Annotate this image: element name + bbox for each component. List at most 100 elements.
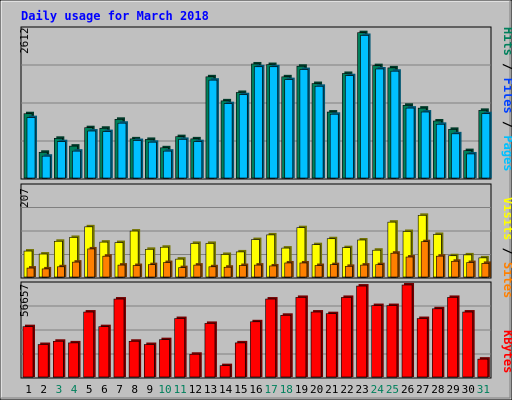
kbytes-panel bbox=[20, 281, 492, 379]
day-label: 28 bbox=[431, 383, 444, 396]
middle-legend: Visits / Sites bbox=[501, 197, 512, 298]
bar-files bbox=[238, 94, 248, 179]
day-label: 2 bbox=[40, 383, 47, 396]
bar-kbytes bbox=[295, 297, 307, 378]
day-label: 30 bbox=[462, 383, 475, 396]
day-label: 7 bbox=[116, 383, 123, 396]
bar-files bbox=[193, 141, 203, 179]
bottom-ymax-label: 56657 bbox=[18, 284, 31, 317]
bar-files bbox=[72, 150, 81, 179]
visits-sites-panel bbox=[20, 183, 492, 279]
day-label: 3 bbox=[56, 383, 63, 396]
bar-kbytes bbox=[22, 326, 34, 378]
bar-sites bbox=[254, 264, 262, 278]
bar-sites bbox=[147, 264, 156, 278]
bar-sites bbox=[314, 265, 323, 278]
bar-files bbox=[117, 122, 127, 179]
bar-sites bbox=[269, 265, 277, 278]
bar-kbytes bbox=[37, 344, 49, 378]
legend-sites: Sites bbox=[501, 262, 512, 298]
bar-sites bbox=[223, 266, 232, 278]
bar-sites bbox=[26, 267, 35, 278]
bar-sites bbox=[360, 264, 368, 278]
bar-sites bbox=[102, 255, 111, 278]
bar-files bbox=[163, 150, 172, 179]
legend-kbytes: KBytes bbox=[501, 330, 512, 373]
svg-text:Visits / Sites: Visits / Sites bbox=[501, 197, 512, 298]
chart-title: Daily usage for March 2018 bbox=[21, 9, 209, 23]
middle-ymax-label: 207 bbox=[18, 188, 31, 208]
bar-sites bbox=[451, 260, 459, 278]
bar-files bbox=[147, 141, 157, 179]
bar-kbytes bbox=[219, 365, 231, 378]
bar-files bbox=[345, 75, 354, 179]
bar-kbytes bbox=[341, 297, 352, 378]
day-label: 14 bbox=[219, 383, 233, 396]
day-label: 23 bbox=[356, 383, 369, 396]
bar-kbytes bbox=[416, 318, 428, 378]
bar-sites bbox=[178, 267, 186, 278]
bar-sites bbox=[390, 252, 399, 278]
bar-sites bbox=[329, 264, 338, 278]
day-label: 26 bbox=[401, 383, 414, 396]
bar-files bbox=[208, 79, 218, 179]
bar-kbytes bbox=[234, 342, 246, 378]
svg-text:Hits / Files / Pages: Hits / Files / Pages bbox=[501, 27, 512, 172]
bar-sites bbox=[57, 266, 65, 278]
legend-hits: Hits bbox=[501, 27, 512, 56]
day-label: 19 bbox=[295, 383, 308, 396]
legend-files: Files bbox=[501, 78, 512, 114]
day-label: 24 bbox=[371, 383, 385, 396]
bar-sites bbox=[193, 264, 202, 278]
bar-kbytes bbox=[143, 344, 155, 378]
bar-sites bbox=[87, 248, 95, 278]
day-label: 25 bbox=[386, 383, 399, 396]
bar-sites bbox=[405, 256, 414, 278]
bar-kbytes bbox=[432, 308, 443, 378]
day-label: 12 bbox=[189, 383, 202, 396]
bar-sites bbox=[208, 266, 217, 278]
bar-sites bbox=[238, 265, 247, 278]
bar-kbytes bbox=[280, 314, 292, 378]
day-label: 15 bbox=[234, 383, 247, 396]
bar-files bbox=[178, 139, 187, 179]
day-label: 4 bbox=[71, 383, 78, 396]
bar-sites bbox=[299, 262, 308, 278]
day-label: 27 bbox=[416, 383, 429, 396]
bar-files bbox=[132, 140, 142, 179]
bar-kbytes bbox=[447, 297, 458, 378]
bar-sites bbox=[72, 261, 80, 278]
day-label: 6 bbox=[101, 383, 108, 396]
bar-files bbox=[223, 103, 233, 179]
bar-files bbox=[41, 155, 51, 179]
bar-sites bbox=[284, 262, 293, 278]
bar-files bbox=[329, 113, 339, 179]
bar-kbytes bbox=[159, 339, 170, 378]
bar-files bbox=[269, 66, 278, 179]
bar-files bbox=[87, 130, 96, 179]
bar-kbytes bbox=[477, 358, 489, 378]
day-axis-labels: 1 2 3 4 5 6 7 8 9 10 11 12 13 14 15 16 17 18 19 20 21 22 23 24 2… bbox=[25, 383, 490, 396]
bar-kbytes bbox=[53, 340, 64, 378]
bar-kbytes bbox=[310, 311, 322, 378]
legend-visits: Visits bbox=[501, 197, 512, 240]
bar-files bbox=[102, 131, 112, 179]
bar-files bbox=[284, 79, 294, 179]
bar-files bbox=[26, 117, 36, 179]
day-label: 11 bbox=[174, 383, 187, 396]
bar-files bbox=[436, 124, 445, 179]
bar-files bbox=[481, 113, 491, 179]
bar-kbytes bbox=[204, 323, 216, 378]
day-label: 16 bbox=[249, 383, 262, 396]
bar-sites bbox=[345, 266, 353, 278]
day-label: 8 bbox=[131, 383, 138, 396]
day-label: 20 bbox=[310, 383, 323, 396]
bar-sites bbox=[375, 264, 384, 278]
bar-files bbox=[466, 153, 475, 179]
bottom-legend: KBytes bbox=[501, 330, 512, 373]
hits-files-pages-panel bbox=[20, 26, 492, 180]
bar-files bbox=[420, 111, 430, 179]
legend-pages: Pages bbox=[501, 135, 512, 171]
bar-kbytes bbox=[98, 326, 110, 378]
